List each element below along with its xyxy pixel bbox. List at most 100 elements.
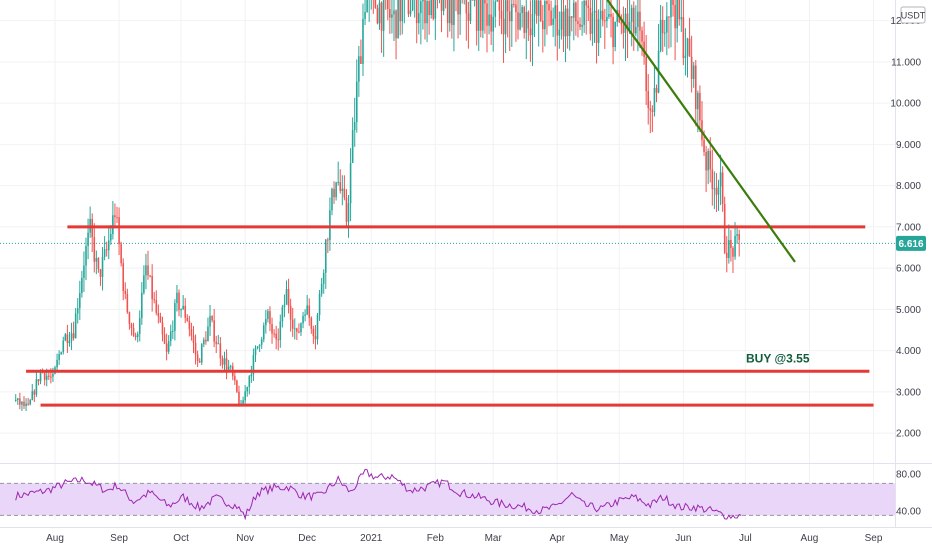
candle-body <box>29 399 31 405</box>
candle-body <box>281 307 284 322</box>
candle-body <box>376 7 379 24</box>
candle-body <box>734 235 736 257</box>
price-tick-label: 10.000 <box>890 99 921 110</box>
candle-body <box>347 203 350 222</box>
candle-body <box>136 333 139 338</box>
candle-body <box>649 108 652 111</box>
last-price-marker: 6.616 <box>896 235 926 251</box>
candle-body <box>196 354 199 361</box>
trend-lines[interactable] <box>599 0 796 263</box>
candle-body <box>110 233 112 241</box>
price-tick-label: 9.000 <box>896 140 921 151</box>
candle-body <box>285 289 288 305</box>
candle-body <box>155 300 158 313</box>
descending-trend-line[interactable] <box>599 0 796 263</box>
rsi-tick-label: 40.00 <box>896 506 921 517</box>
candle-body <box>446 0 449 24</box>
candle-body <box>709 150 712 170</box>
candle-body <box>692 65 695 79</box>
candle-body <box>353 121 356 131</box>
candle-body <box>612 16 614 48</box>
candle-body <box>504 0 507 35</box>
candle-body <box>581 24 583 27</box>
candle-body <box>163 334 166 344</box>
candle-body <box>674 4 676 29</box>
candle-body <box>93 237 96 262</box>
candle-body <box>169 331 172 342</box>
candle-body <box>151 276 153 300</box>
candle-body <box>316 314 319 340</box>
candle-body <box>389 9 391 18</box>
candle-body <box>79 293 81 309</box>
candle-body <box>23 401 25 407</box>
candle-body <box>95 257 98 262</box>
candle-body <box>83 265 85 278</box>
time-tick-label: Dec <box>298 533 316 544</box>
candle-body <box>176 292 178 304</box>
candle-body <box>16 398 19 400</box>
candle-body <box>467 13 470 21</box>
candle-body <box>14 399 17 401</box>
candle-body <box>322 272 325 284</box>
candle-body <box>448 0 451 24</box>
candle-body <box>488 14 490 26</box>
currency-badge[interactable]: USDT <box>900 6 926 24</box>
candle-body <box>401 0 404 22</box>
candle-body <box>277 339 280 341</box>
candle-body <box>451 0 453 25</box>
candle-body <box>668 16 670 18</box>
candle-body <box>647 91 650 109</box>
currency-label: USDT <box>901 11 926 21</box>
candle-body <box>440 0 443 11</box>
candle-body <box>508 11 511 22</box>
candle-body <box>713 188 716 190</box>
candle-body <box>484 0 486 4</box>
candle-body <box>469 0 472 21</box>
candle-body <box>248 376 251 388</box>
candle-body <box>184 305 187 318</box>
candle-body <box>711 169 714 190</box>
candle-body <box>324 239 327 273</box>
candle-body <box>143 275 145 293</box>
candle-body <box>62 340 65 353</box>
candle-body <box>415 0 418 24</box>
candle-body <box>591 12 594 34</box>
candle-body <box>314 336 317 340</box>
candle-body <box>426 1 428 24</box>
candle-body <box>227 366 230 370</box>
candle-body <box>533 0 536 14</box>
candle-body <box>535 0 538 16</box>
candle-body <box>349 163 352 204</box>
candle-body <box>554 5 557 19</box>
candle-body <box>238 391 240 405</box>
rsi-pane <box>0 468 895 521</box>
candle-body <box>453 0 455 25</box>
candle-body <box>523 7 526 33</box>
candle-body <box>599 10 602 20</box>
candle-body <box>482 0 484 31</box>
candle-body <box>728 239 730 259</box>
candle-body <box>116 217 118 219</box>
candle-body <box>141 292 143 319</box>
candle-body <box>587 5 590 8</box>
support-resistance-levels[interactable] <box>26 225 874 407</box>
candle-body <box>312 328 315 337</box>
candle-body <box>730 239 732 249</box>
candle-body <box>628 21 631 30</box>
candle-body <box>250 374 253 377</box>
candle-body <box>537 0 540 16</box>
candle-body <box>304 314 306 316</box>
candle-body <box>120 244 122 264</box>
last-price-box <box>896 235 926 251</box>
buy-annotation[interactable]: BUY @3.55 <box>746 351 810 365</box>
candle-body <box>242 400 244 404</box>
candle-body <box>595 10 598 43</box>
candle-body <box>511 3 513 22</box>
candle-body <box>72 333 75 339</box>
candle-body <box>289 305 292 320</box>
candle-body <box>81 277 83 294</box>
price-tick-label: 7.000 <box>896 222 921 233</box>
candle-body <box>622 24 625 33</box>
